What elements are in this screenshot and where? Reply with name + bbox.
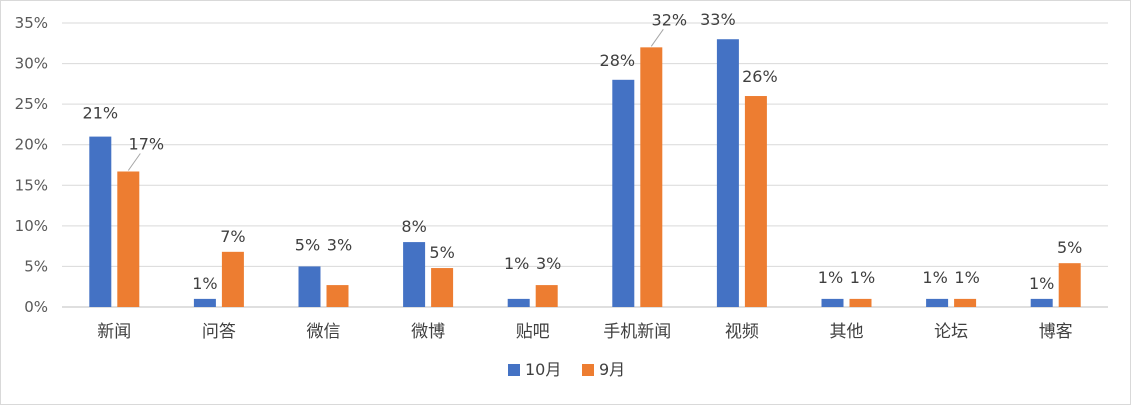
bar-oct: [89, 136, 112, 307]
category-label: 博客: [1039, 322, 1073, 342]
y-tick-label: 20%: [15, 136, 48, 154]
data-label: 8%: [401, 217, 426, 236]
data-label: 1%: [1029, 274, 1054, 293]
data-label: 1%: [192, 274, 217, 293]
category-label: 微博: [411, 322, 445, 342]
bar-oct: [716, 39, 739, 307]
category-label: 问答: [202, 322, 236, 342]
bar-oct: [193, 298, 216, 307]
bar-oct: [507, 298, 530, 307]
data-label: 1%: [504, 254, 529, 273]
category-label: 微信: [307, 322, 341, 342]
bar-oct: [926, 298, 949, 307]
bar-sep: [640, 47, 663, 307]
data-label: 17%: [129, 134, 165, 153]
bar-sep: [744, 96, 767, 308]
data-label: 1%: [850, 268, 875, 287]
data-label: 3%: [536, 254, 561, 273]
legend-swatch-oct: [508, 364, 520, 376]
data-label: 1%: [922, 268, 947, 287]
bar-oct: [403, 242, 426, 307]
data-label: 5%: [429, 243, 454, 262]
bar-sep: [849, 298, 872, 307]
leader-line: [650, 29, 664, 47]
data-label: 1%: [954, 268, 979, 287]
category-label: 新闻: [97, 322, 131, 342]
bar-sep: [326, 285, 349, 307]
data-label: 5%: [295, 235, 320, 254]
category-label: 论坛: [934, 322, 968, 342]
bar-sep: [431, 268, 454, 307]
data-label: 28%: [600, 51, 636, 70]
data-label: 7%: [220, 227, 245, 246]
category-label: 手机新闻: [603, 322, 671, 342]
bar-sep: [221, 251, 244, 307]
y-tick-label: 0%: [24, 298, 48, 316]
bar-sep: [117, 171, 140, 307]
bar-oct: [612, 79, 635, 307]
data-label: 32%: [652, 10, 688, 29]
legend-label: 9月: [599, 360, 625, 379]
legend-label: 10月: [525, 360, 561, 379]
data-label: 5%: [1057, 238, 1082, 257]
y-tick-label: 5%: [24, 257, 48, 275]
data-label: 21%: [83, 104, 119, 123]
data-label: 1%: [818, 268, 843, 287]
y-tick-label: 30%: [15, 55, 48, 73]
bar-oct: [1030, 298, 1053, 307]
legend-swatch-sep: [582, 364, 594, 376]
category-label: 其他: [830, 322, 864, 342]
bar-oct: [821, 298, 844, 307]
bar-oct: [298, 266, 321, 307]
bar-sep: [535, 285, 558, 307]
leader-line: [127, 153, 141, 171]
data-label: 33%: [700, 10, 736, 29]
y-tick-label: 35%: [15, 14, 48, 32]
y-tick-label: 15%: [15, 176, 48, 194]
y-tick-label: 10%: [15, 217, 48, 235]
data-label: 26%: [742, 67, 778, 86]
y-tick-label: 25%: [15, 95, 48, 113]
category-label: 视频: [725, 322, 759, 342]
data-label: 3%: [327, 235, 352, 254]
category-label: 贴吧: [516, 322, 550, 342]
bar-sep: [1058, 263, 1081, 307]
bar-sep: [954, 298, 977, 307]
